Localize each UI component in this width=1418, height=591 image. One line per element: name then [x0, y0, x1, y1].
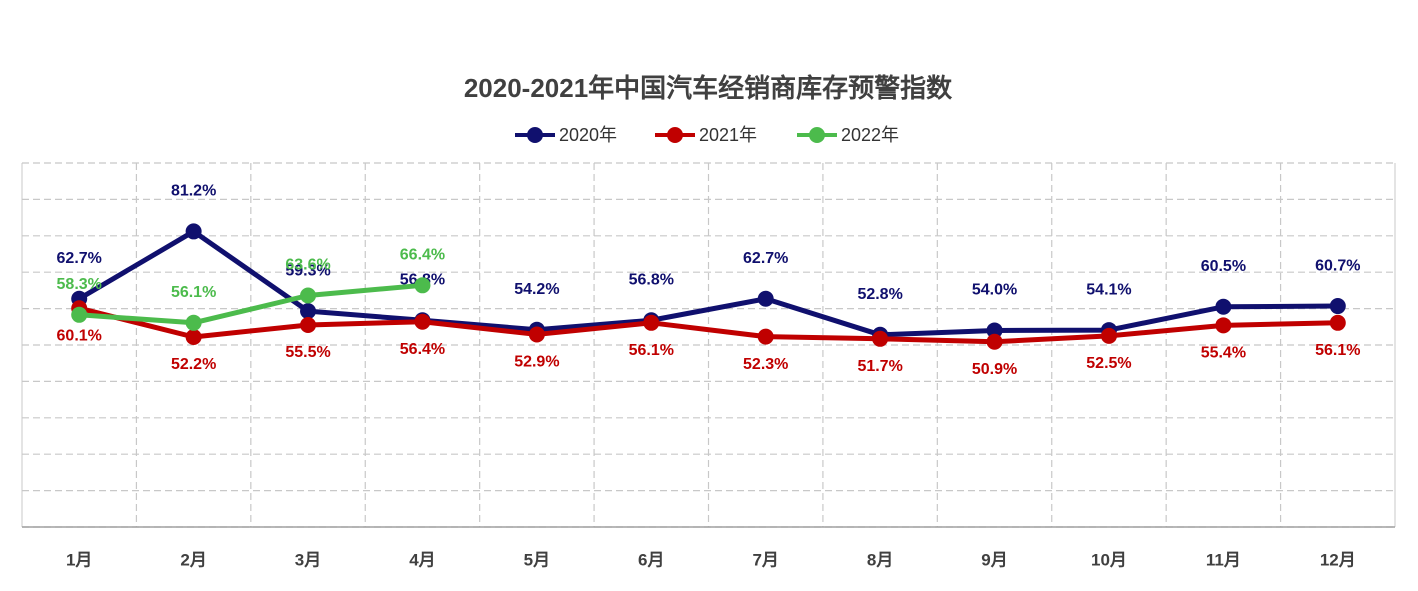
data-point — [872, 330, 889, 347]
data-label: 56.1% — [629, 342, 674, 359]
data-point — [414, 277, 431, 294]
data-label: 52.2% — [171, 356, 216, 373]
x-tick-label: 2月 — [180, 550, 206, 569]
data-label: 56.4% — [400, 341, 445, 358]
data-label: 60.5% — [1201, 258, 1246, 275]
x-tick-label: 7月 — [752, 550, 778, 569]
legend-marker — [527, 127, 543, 143]
data-label: 52.5% — [1086, 355, 1131, 372]
legend-marker — [667, 127, 683, 143]
data-point — [1329, 314, 1346, 331]
x-tick-label: 5月 — [524, 550, 550, 569]
legend-marker — [809, 127, 825, 143]
data-point — [185, 223, 202, 240]
data-label: 66.4% — [400, 247, 445, 264]
data-label: 56.1% — [1315, 342, 1360, 359]
data-point — [757, 328, 774, 345]
data-label: 54.2% — [514, 281, 559, 298]
data-label: 59.3% — [285, 262, 330, 279]
data-point — [986, 333, 1003, 350]
x-tick-label: 4月 — [409, 550, 435, 569]
data-point — [414, 313, 431, 330]
data-point — [185, 314, 202, 331]
data-point — [1100, 327, 1117, 344]
data-label: 60.7% — [1315, 257, 1360, 274]
data-label: 60.1% — [57, 327, 102, 344]
data-point — [1329, 298, 1346, 315]
x-tick-label: 11月 — [1206, 550, 1241, 569]
series-line — [78, 305, 1338, 345]
data-label: 55.4% — [1201, 345, 1246, 362]
legend-label: 2022年 — [841, 125, 899, 145]
data-label: 56.1% — [171, 284, 216, 301]
data-label: 63.6% — [285, 257, 330, 274]
data-label: 50.9% — [972, 361, 1017, 378]
x-tick-label: 9月 — [981, 550, 1007, 569]
data-point — [528, 326, 545, 343]
legend-label: 2020年 — [559, 125, 617, 145]
x-tick-label: 8月 — [867, 550, 893, 569]
data-label: 52.3% — [743, 356, 788, 373]
x-tick-label: 1月 — [66, 550, 92, 569]
data-label: 55.5% — [285, 344, 330, 361]
data-label: 81.2% — [171, 183, 216, 200]
data-label: 62.7% — [57, 250, 102, 267]
data-point — [300, 303, 317, 320]
x-tick-label: 10月 — [1091, 550, 1127, 569]
data-point — [71, 306, 88, 323]
data-point — [300, 287, 317, 304]
data-label: 54.1% — [1086, 281, 1131, 298]
data-point — [1215, 298, 1232, 315]
data-label: 52.8% — [857, 286, 902, 303]
data-label: 62.7% — [743, 250, 788, 267]
data-point — [185, 328, 202, 345]
x-tick-label: 12月 — [1320, 550, 1356, 569]
data-point — [757, 290, 774, 307]
data-label: 56.8% — [629, 271, 674, 288]
series-line — [79, 282, 423, 326]
data-label: 51.7% — [857, 358, 902, 375]
x-tick-label: 3月 — [295, 550, 321, 569]
data-label: 58.3% — [57, 276, 102, 293]
x-tick-label: 6月 — [638, 550, 664, 569]
data-point — [1215, 317, 1232, 334]
chart-title: 2020-2021年中国汽车经销商库存预警指数 — [464, 73, 953, 103]
legend-label: 2021年 — [699, 125, 757, 145]
data-label: 54.0% — [972, 282, 1017, 299]
data-point — [986, 322, 1003, 339]
data-point — [643, 314, 660, 331]
data-point — [300, 316, 317, 333]
data-label: 52.9% — [514, 354, 559, 371]
